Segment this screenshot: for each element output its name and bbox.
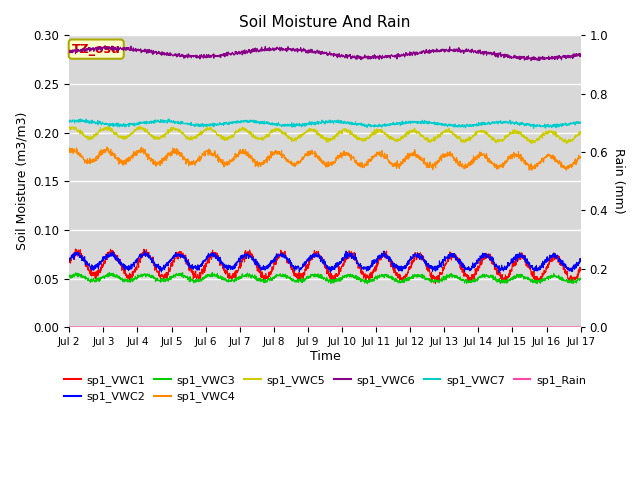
Legend: sp1_VWC1, sp1_VWC2, sp1_VWC3, sp1_VWC4, sp1_VWC5, sp1_VWC6, sp1_VWC7, sp1_Rain: sp1_VWC1, sp1_VWC2, sp1_VWC3, sp1_VWC4, …: [60, 371, 590, 407]
Y-axis label: Rain (mm): Rain (mm): [612, 148, 625, 214]
Text: TZ_osu: TZ_osu: [72, 43, 120, 56]
Title: Soil Moisture And Rain: Soil Moisture And Rain: [239, 15, 411, 30]
X-axis label: Time: Time: [310, 349, 340, 362]
Y-axis label: Soil Moisture (m3/m3): Soil Moisture (m3/m3): [15, 112, 28, 251]
